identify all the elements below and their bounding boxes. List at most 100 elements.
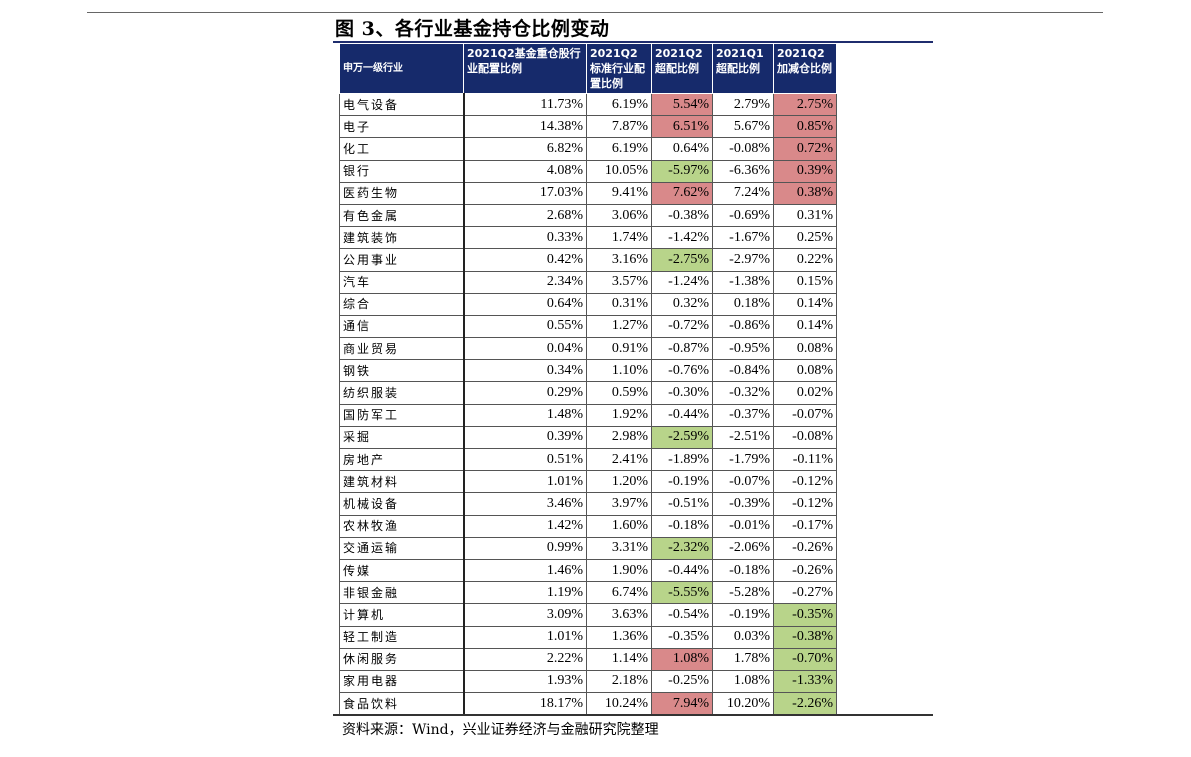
q2-overweight-cell: -0.44% [651, 558, 713, 583]
fund-allocation-cell: 2.34% [463, 270, 587, 294]
industry-name-cell: 化工 [339, 137, 465, 161]
fund-allocation-cell: 14.38% [463, 115, 587, 139]
header-q1-overweight: 2021Q1超配比例 [712, 43, 774, 94]
industry-name-cell: 电子 [339, 115, 465, 139]
standard-allocation-cell: 2.18% [586, 669, 652, 694]
fund-allocation-cell: 0.29% [463, 381, 587, 405]
header-q2-overweight: 2021Q2超配比例 [651, 43, 713, 94]
industry-name-cell: 房地产 [339, 447, 465, 472]
q1-overweight-cell: 1.08% [712, 669, 774, 694]
fund-allocation-cell: 0.39% [463, 425, 587, 450]
industry-name-cell: 建筑装饰 [339, 226, 465, 250]
q1-overweight-cell: -2.51% [712, 425, 774, 450]
q2-overweight-cell: -0.35% [651, 625, 713, 649]
industry-name-cell: 医药生物 [339, 181, 465, 205]
industry-allocation-table: 申万一级行业 2021Q2基金重仓股行业配置比例 2021Q2标准行业配置比例 … [339, 43, 837, 716]
table-row: 商业贸易 0.04% 0.91% -0.87% -0.95% 0.08% [339, 337, 837, 361]
q1-overweight-cell: 0.18% [712, 292, 774, 316]
industry-name-cell: 家用电器 [339, 669, 465, 694]
fund-allocation-cell: 1.01% [463, 470, 587, 494]
change-cell: 0.14% [773, 314, 837, 339]
table-row: 建筑装饰 0.33% 1.74% -1.42% -1.67% 0.25% [339, 226, 837, 250]
change-cell: -2.26% [773, 692, 837, 716]
q2-overweight-cell: 0.64% [651, 137, 713, 161]
standard-allocation-cell: 3.57% [586, 270, 652, 294]
fund-allocation-cell: 17.03% [463, 181, 587, 205]
q1-overweight-cell: 0.03% [712, 625, 774, 649]
fund-allocation-cell: 1.19% [463, 581, 587, 605]
fund-allocation-cell: 1.46% [463, 558, 587, 583]
table-row: 化工 6.82% 6.19% 0.64% -0.08% 0.72% [339, 137, 837, 161]
fund-allocation-cell: 0.64% [463, 292, 587, 316]
standard-allocation-cell: 6.19% [586, 92, 652, 117]
table-row: 休闲服务 2.22% 1.14% 1.08% 1.78% -0.70% [339, 647, 837, 671]
change-cell: -0.08% [773, 425, 837, 450]
change-cell: 0.25% [773, 226, 837, 250]
q1-overweight-cell: -0.69% [712, 203, 774, 228]
change-cell: -0.12% [773, 492, 837, 516]
q1-overweight-cell: -0.01% [712, 514, 774, 538]
figure-title: 图 3、各行业基金持仓比例变动 [335, 18, 610, 40]
change-cell: 0.39% [773, 159, 837, 183]
q2-overweight-cell: -0.44% [651, 403, 713, 427]
header-standard-allocation: 2021Q2标准行业配置比例 [586, 43, 652, 94]
q1-overweight-cell: -2.97% [712, 248, 774, 272]
change-cell: -0.38% [773, 625, 837, 649]
standard-allocation-cell: 1.20% [586, 470, 652, 494]
q1-overweight-cell: 7.24% [712, 181, 774, 205]
q2-overweight-cell: 7.62% [651, 181, 713, 205]
industry-name-cell: 纺织服装 [339, 381, 465, 405]
q2-overweight-cell: -1.42% [651, 226, 713, 250]
change-cell: -0.11% [773, 447, 837, 472]
industry-name-cell: 公用事业 [339, 248, 465, 272]
standard-allocation-cell: 3.97% [586, 492, 652, 516]
q2-overweight-cell: 6.51% [651, 115, 713, 139]
q2-overweight-cell: -0.18% [651, 514, 713, 538]
q1-overweight-cell: -1.79% [712, 447, 774, 472]
standard-allocation-cell: 9.41% [586, 181, 652, 205]
industry-name-cell: 非银金融 [339, 581, 465, 605]
industry-name-cell: 交通运输 [339, 536, 465, 560]
header-change: 2021Q2加减仓比例 [773, 43, 837, 94]
q1-overweight-cell: -1.38% [712, 270, 774, 294]
standard-allocation-cell: 1.36% [586, 625, 652, 649]
table-row: 医药生物 17.03% 9.41% 7.62% 7.24% 0.38% [339, 181, 837, 205]
q1-overweight-cell: -5.28% [712, 581, 774, 605]
fund-allocation-cell: 0.99% [463, 536, 587, 560]
change-cell: -0.12% [773, 470, 837, 494]
fund-allocation-cell: 18.17% [463, 692, 587, 716]
table-row: 电子 14.38% 7.87% 6.51% 5.67% 0.85% [339, 115, 837, 139]
fund-allocation-cell: 1.93% [463, 669, 587, 694]
table-row: 计算机 3.09% 3.63% -0.54% -0.19% -0.35% [339, 603, 837, 627]
industry-name-cell: 电气设备 [339, 92, 465, 117]
change-cell: -0.17% [773, 514, 837, 538]
fund-allocation-cell: 0.42% [463, 248, 587, 272]
change-cell: -0.27% [773, 581, 837, 605]
q2-overweight-cell: 7.94% [651, 692, 713, 716]
q1-overweight-cell: -0.19% [712, 603, 774, 627]
industry-name-cell: 建筑材料 [339, 470, 465, 494]
table-row: 纺织服装 0.29% 0.59% -0.30% -0.32% 0.02% [339, 381, 837, 405]
fund-allocation-cell: 0.51% [463, 447, 587, 472]
change-cell: 0.85% [773, 115, 837, 139]
q1-overweight-cell: -0.32% [712, 381, 774, 405]
table-header-row: 申万一级行业 2021Q2基金重仓股行业配置比例 2021Q2标准行业配置比例 … [339, 43, 837, 94]
change-cell: 0.72% [773, 137, 837, 161]
q2-overweight-cell: -0.30% [651, 381, 713, 405]
header-industry: 申万一级行业 [339, 43, 464, 94]
table-bottom-rule [333, 714, 933, 716]
q2-overweight-cell: -2.59% [651, 425, 713, 450]
q1-overweight-cell: -0.84% [712, 359, 774, 383]
industry-name-cell: 休闲服务 [339, 647, 465, 671]
q1-overweight-cell: -0.95% [712, 337, 774, 361]
standard-allocation-cell: 10.24% [586, 692, 652, 716]
fund-allocation-cell: 3.09% [463, 603, 587, 627]
standard-allocation-cell: 0.91% [586, 337, 652, 361]
industry-name-cell: 钢铁 [339, 359, 465, 383]
table-row: 采掘 0.39% 2.98% -2.59% -2.51% -0.08% [339, 425, 837, 450]
q2-overweight-cell: -0.76% [651, 359, 713, 383]
industry-name-cell: 机械设备 [339, 492, 465, 516]
q2-overweight-cell: 1.08% [651, 647, 713, 671]
standard-allocation-cell: 1.92% [586, 403, 652, 427]
standard-allocation-cell: 6.19% [586, 137, 652, 161]
